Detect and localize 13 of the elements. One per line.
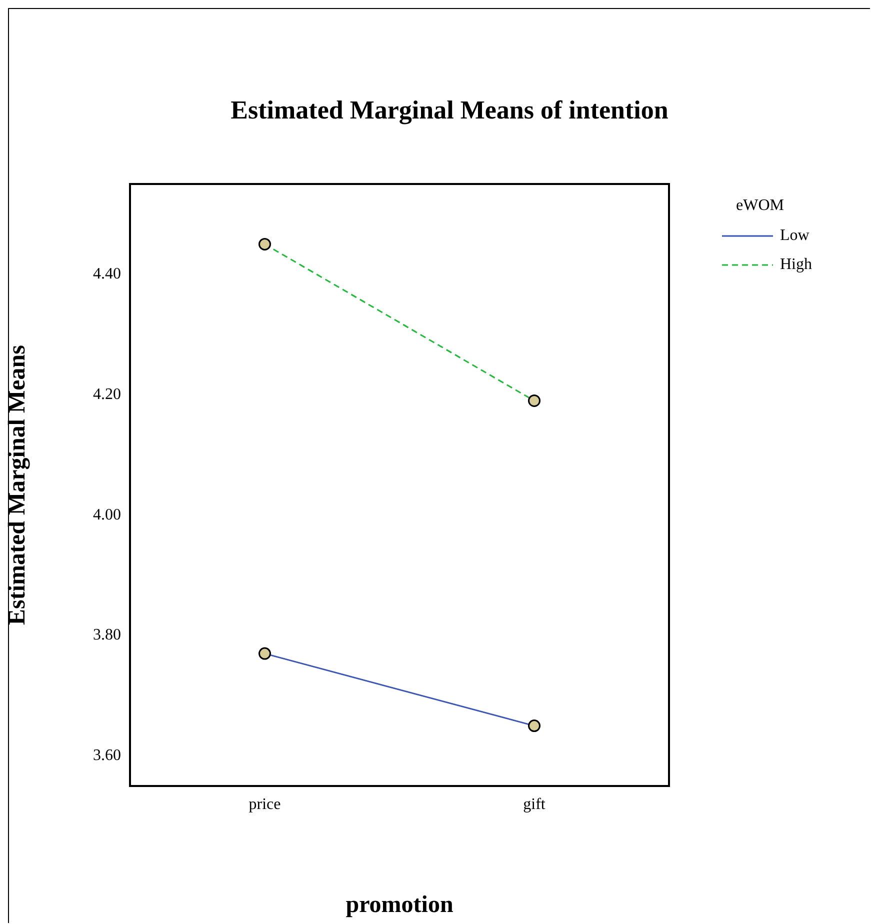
x-axis-title: promotion (346, 892, 454, 918)
x-tick-label: gift (523, 796, 546, 813)
legend-label: High (780, 256, 812, 274)
y-tick-label: 4.40 (93, 266, 121, 283)
y-tick-label: 3.80 (93, 626, 121, 644)
x-tick-label: price (248, 796, 281, 813)
y-axis-title: Estimated Marginal Means (4, 345, 31, 625)
y-tick-label: 4.00 (93, 506, 121, 524)
chart-title: Estimated Marginal Means of intention (230, 96, 669, 125)
legend-title: eWOM (736, 197, 784, 214)
y-tick-label: 3.60 (93, 747, 121, 764)
y-tick-label: 4.20 (93, 386, 121, 403)
legend-label: Low (780, 227, 810, 244)
